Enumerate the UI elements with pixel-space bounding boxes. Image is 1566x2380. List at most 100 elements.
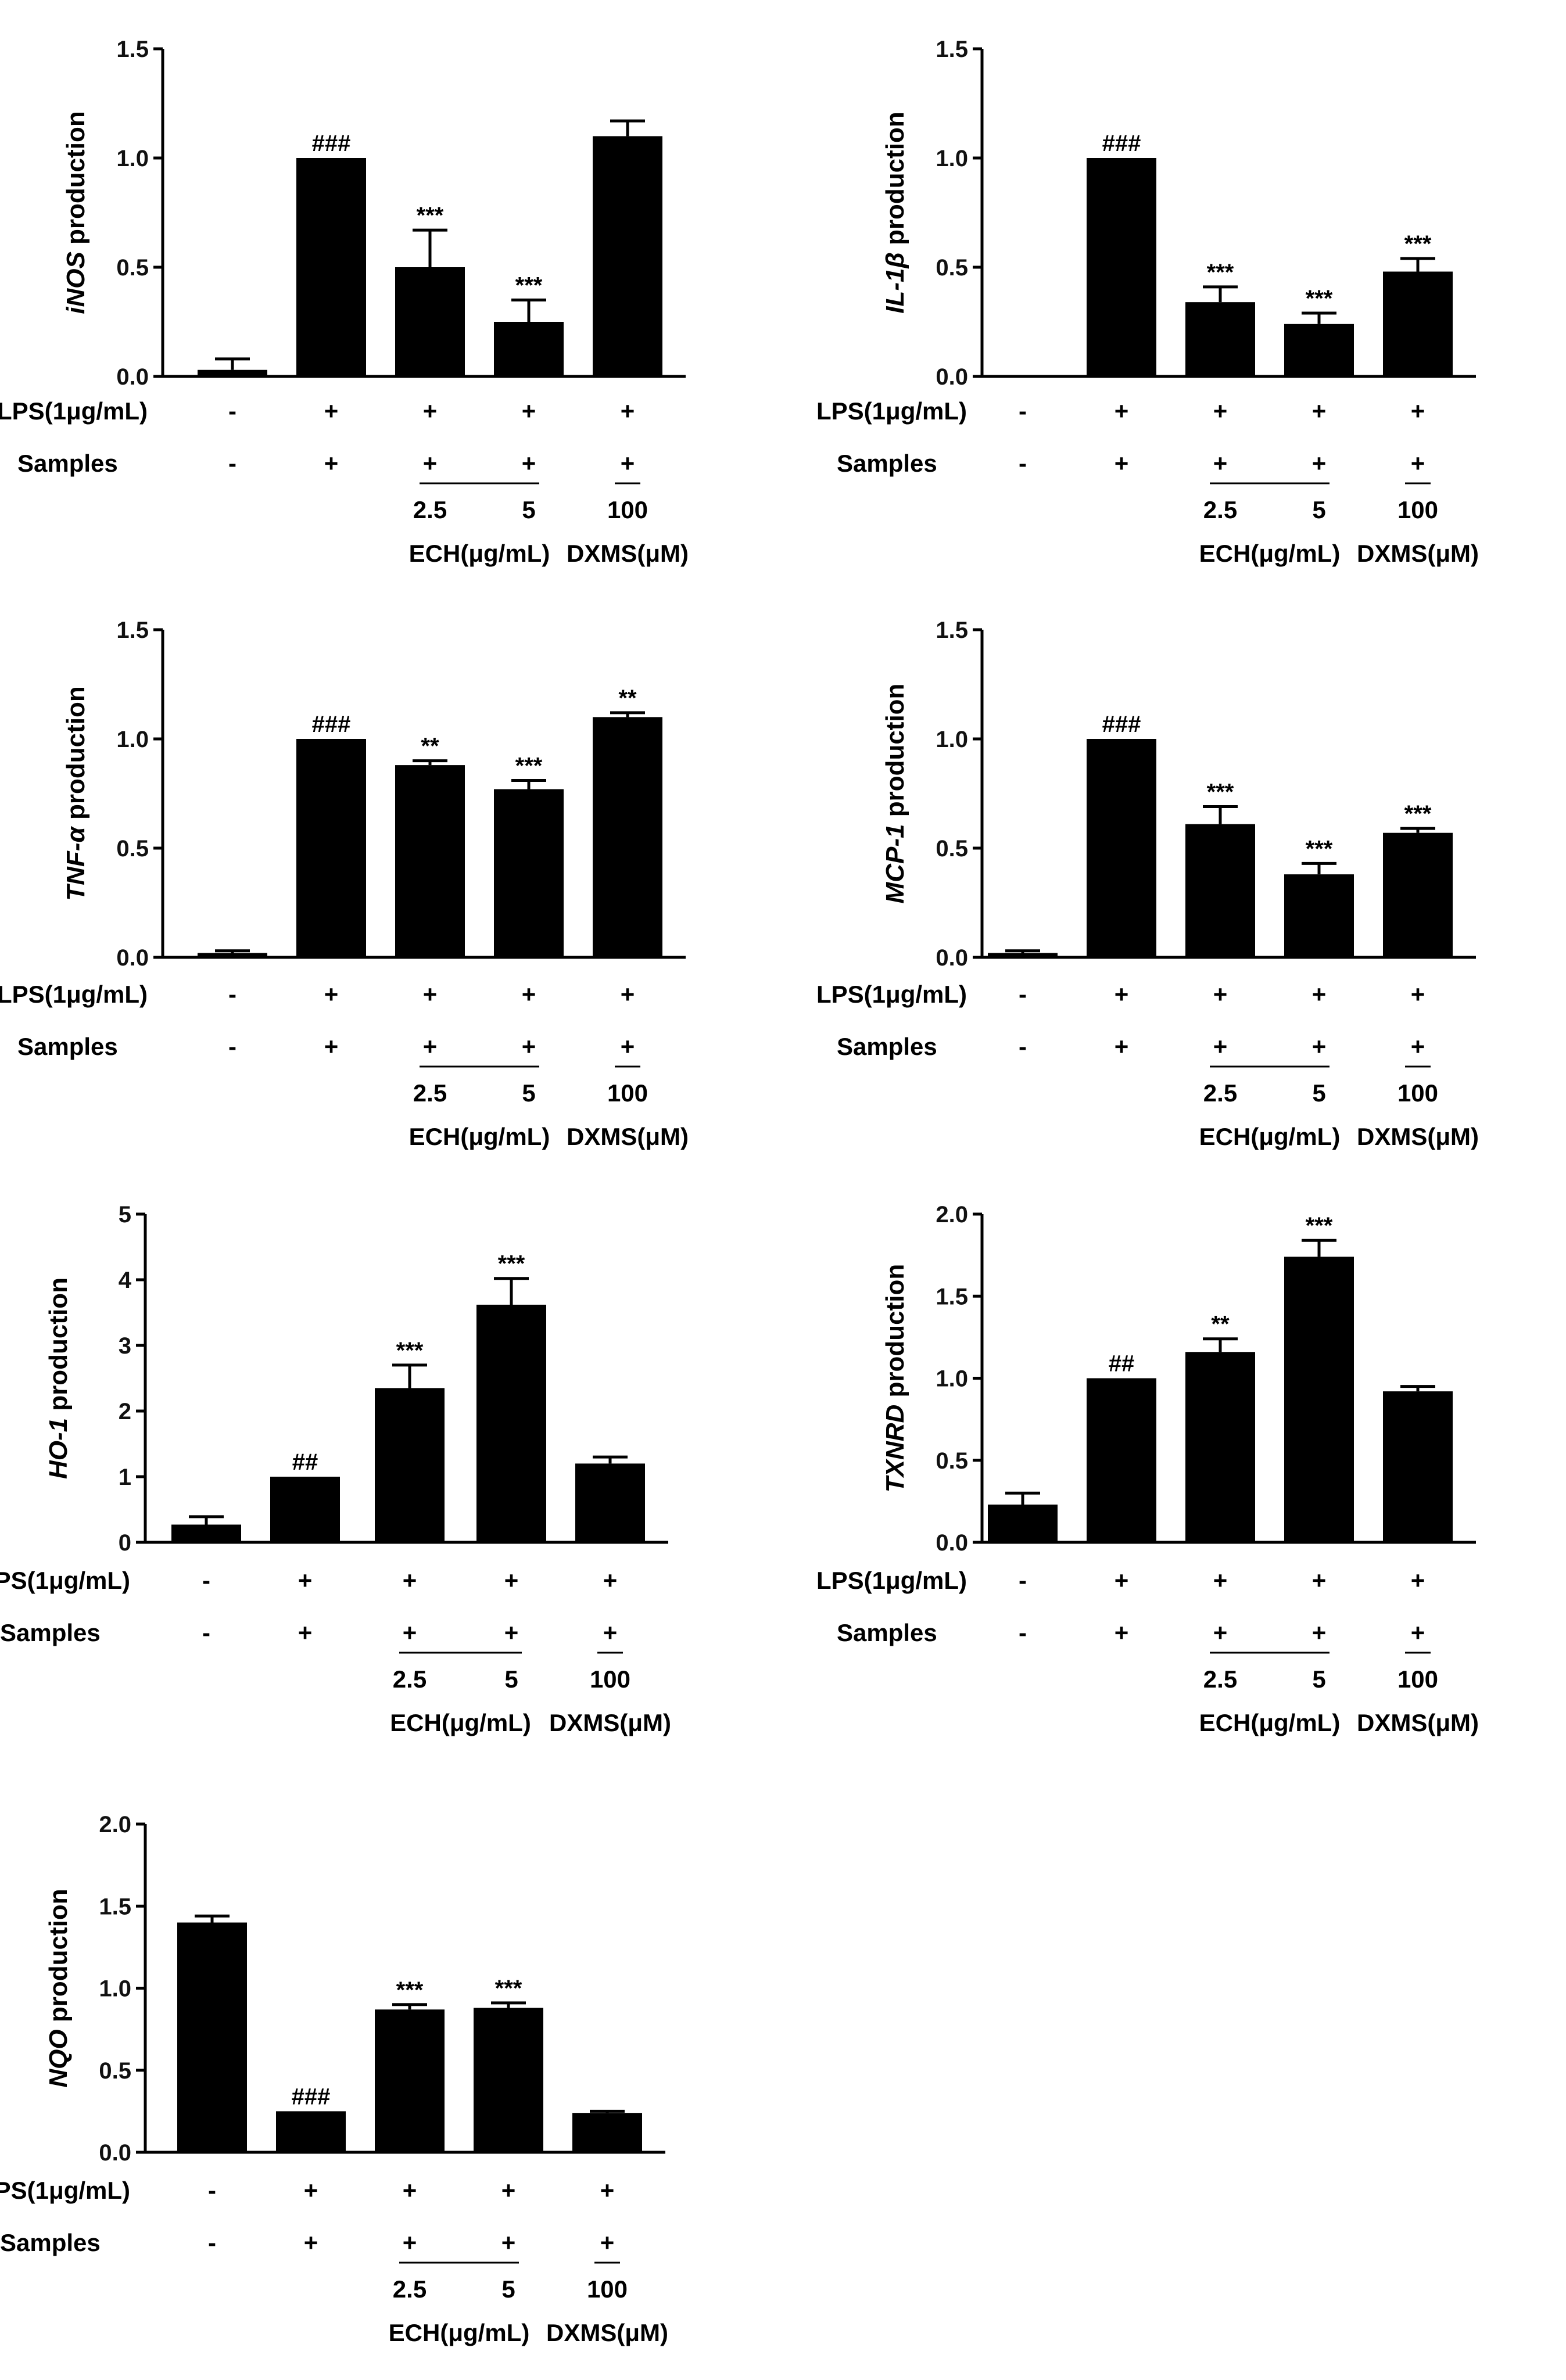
bar — [296, 158, 366, 376]
y-tick-label: 3 — [119, 1333, 131, 1359]
lps-sign: + — [522, 981, 536, 1008]
sample-sign: + — [1312, 450, 1327, 477]
lps-sign: - — [1019, 1567, 1027, 1594]
dxms-group-label: DXMS(μM) — [1357, 540, 1479, 567]
y-tick-label: 0.0 — [116, 364, 149, 390]
significance-mark: *** — [417, 203, 444, 228]
dose-label: 2.5 — [1203, 1079, 1237, 1107]
y-tick-label: 0.5 — [116, 255, 149, 281]
y-tick-label: 1.5 — [936, 1284, 968, 1309]
sample-sign: + — [603, 1619, 618, 1646]
sample-sign: + — [403, 1619, 417, 1646]
significance-mark: *** — [515, 272, 543, 298]
lps-sign: - — [1019, 397, 1027, 425]
y-tick-label: 0.0 — [99, 2140, 131, 2166]
lps-sign: + — [403, 2177, 417, 2204]
lps-sign: + — [1115, 981, 1129, 1008]
y-tick-label: 0.5 — [936, 255, 968, 281]
y-axis-label-suffix: production — [62, 686, 90, 827]
y-tick-label: 1.5 — [116, 618, 149, 643]
dxms-group-label: DXMS(μM) — [546, 2319, 668, 2346]
y-tick-label: 0.5 — [936, 836, 968, 861]
significance-mark: *** — [1306, 1213, 1333, 1239]
ech-group-label: ECH(μg/mL) — [1199, 540, 1341, 567]
bar — [1383, 271, 1453, 376]
sample-sign: - — [228, 450, 236, 477]
bar — [572, 2113, 642, 2152]
lps-sign: + — [1312, 397, 1327, 425]
dxms-group-label: DXMS(μM) — [1357, 1123, 1479, 1150]
y-axis-label-gene: TNF-α — [62, 826, 90, 901]
lps-sign: + — [603, 1567, 618, 1594]
lps-sign: + — [621, 397, 635, 425]
y-tick-label: 0 — [119, 1530, 131, 1556]
lps-sign: + — [304, 2177, 318, 2204]
significance-mark: *** — [1207, 260, 1234, 285]
samples-row-label: Samples — [837, 1033, 937, 1060]
y-axis-label: HO-1 production — [44, 1277, 73, 1479]
dxms-group-label: DXMS(μM) — [567, 1123, 689, 1150]
y-axis-label-suffix: production — [62, 111, 90, 252]
lps-sign: - — [208, 2177, 216, 2204]
y-tick-label: 1.0 — [936, 727, 968, 752]
sample-sign: + — [522, 450, 536, 477]
y-tick-label: 1.5 — [936, 618, 968, 643]
y-axis-label: IL-1β production — [881, 112, 909, 314]
y-axis-label-gene: MCP-1 — [881, 824, 909, 904]
samples-row-label: Samples — [0, 2229, 101, 2256]
dose-label: 5 — [522, 496, 535, 523]
lps-sign: + — [423, 397, 438, 425]
sample-sign: - — [228, 1033, 236, 1060]
lps-sign: + — [1115, 397, 1129, 425]
sample-sign: + — [298, 1619, 313, 1646]
y-tick-label: 1.0 — [99, 1976, 131, 2002]
lps-sign: + — [1213, 981, 1228, 1008]
dose-label: 100 — [1397, 1665, 1438, 1693]
samples-row-label: Samples — [0, 1619, 101, 1646]
y-axis-label-suffix: production — [44, 1277, 73, 1418]
dose-label: 5 — [522, 1079, 535, 1107]
lps-sign: + — [501, 2177, 516, 2204]
sample-sign: + — [304, 2229, 318, 2256]
dose-label: 100 — [607, 1079, 648, 1107]
y-axis-label: MCP-1 production — [881, 684, 909, 904]
bar — [276, 2111, 346, 2152]
bar — [395, 765, 465, 957]
y-axis-label-gene: NQO — [44, 2029, 73, 2087]
lps-row-label: LPS(1μg/mL) — [0, 2177, 130, 2204]
significance-mark: *** — [1404, 231, 1432, 257]
lps-sign: + — [1411, 397, 1425, 425]
significance-mark: *** — [1306, 286, 1333, 311]
ech-group-label: ECH(μg/mL) — [1199, 1123, 1341, 1150]
y-tick-label: 0.5 — [99, 2058, 131, 2084]
lps-row-label: LPS(1μg/mL) — [816, 981, 967, 1008]
y-axis-label-suffix: production — [881, 112, 909, 252]
sample-sign: - — [1019, 1033, 1027, 1060]
y-axis-label-gene: iNOS — [62, 252, 90, 314]
y-axis-label: iNOS production — [62, 111, 90, 314]
dose-label: 2.5 — [1203, 496, 1237, 523]
significance-mark: *** — [515, 753, 543, 778]
lps-sign: + — [1411, 1567, 1425, 1594]
y-tick-label: 1.5 — [936, 37, 968, 62]
bar — [1087, 739, 1156, 957]
bar — [296, 739, 366, 957]
lps-row-label: LPS(1μg/mL) — [0, 981, 148, 1008]
dose-label: 2.5 — [413, 1079, 447, 1107]
y-tick-label: 2 — [119, 1399, 131, 1424]
dose-label: 5 — [501, 2275, 515, 2303]
bar — [494, 322, 564, 376]
samples-row-label: Samples — [837, 1619, 937, 1646]
sample-sign: + — [324, 450, 339, 477]
bar — [494, 789, 564, 957]
y-tick-label: 0.0 — [936, 1530, 968, 1556]
samples-row-label: Samples — [837, 450, 937, 477]
dxms-group-label: DXMS(μM) — [1357, 1709, 1479, 1736]
y-tick-label: 0.0 — [936, 364, 968, 390]
y-axis-label: TNF-α production — [62, 686, 90, 900]
bar — [988, 1505, 1058, 1542]
bar — [375, 1388, 445, 1542]
chart-panel-nqo: 0.0 0.5 1.0 1.5 2.0 NQO production ### *** *** LP… — [0, 1812, 668, 2346]
y-tick-label: 0.5 — [936, 1448, 968, 1474]
